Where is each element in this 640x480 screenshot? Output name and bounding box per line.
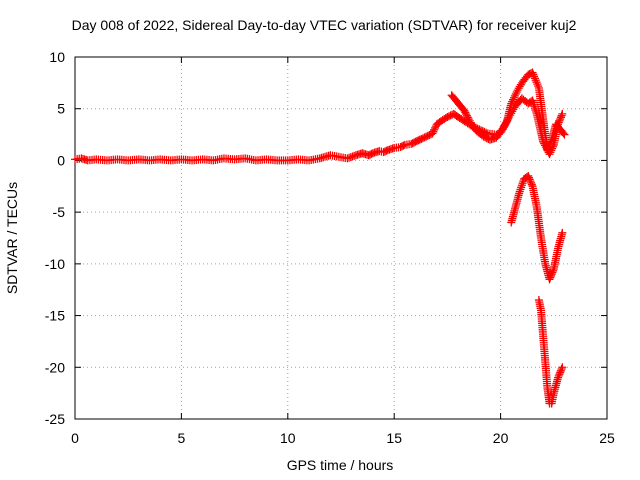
y-tick-label: -25	[45, 411, 65, 427]
data-point	[503, 116, 512, 125]
y-tick-label: -15	[45, 308, 65, 324]
data-point	[548, 142, 557, 151]
data-point	[501, 120, 510, 129]
data-point	[463, 113, 472, 122]
chart-title: Day 008 of 2022, Sidereal Day-to-day VTE…	[72, 17, 577, 33]
data-point	[546, 271, 555, 280]
data-point	[556, 115, 565, 124]
data-point	[429, 127, 438, 136]
data-point	[515, 187, 524, 196]
data-point	[428, 129, 437, 138]
data-point	[509, 95, 518, 104]
data-point	[546, 148, 555, 157]
data-point	[517, 183, 526, 192]
data-point	[548, 268, 557, 277]
y-tick-label: -10	[45, 256, 65, 272]
data-point	[530, 74, 539, 83]
y-tick-label: -5	[53, 204, 66, 220]
data-point	[554, 118, 563, 127]
data-point	[527, 180, 536, 189]
data-point	[532, 78, 541, 87]
data-point	[517, 181, 526, 190]
data-point	[546, 273, 555, 282]
data-point	[504, 114, 513, 123]
data-points	[71, 68, 569, 408]
data-point	[539, 137, 548, 146]
data-point	[558, 109, 567, 118]
data-point	[512, 88, 521, 97]
data-point	[554, 120, 563, 129]
x-axis-label: GPS time / hours	[287, 457, 394, 473]
y-tick-label: -20	[45, 359, 65, 375]
data-point	[548, 144, 557, 153]
data-point	[540, 139, 549, 148]
plot-frame	[74, 56, 608, 420]
data-point	[531, 76, 540, 85]
data-point	[529, 70, 538, 79]
grid	[75, 57, 607, 419]
x-tick-label: 5	[178, 430, 186, 446]
data-point	[527, 178, 536, 187]
data-point	[516, 185, 525, 194]
data-point	[500, 121, 509, 130]
data-point	[547, 146, 556, 155]
data-point	[545, 275, 554, 284]
data-point	[524, 173, 533, 182]
data-point	[555, 116, 564, 125]
data-point	[499, 123, 508, 132]
data-point	[511, 89, 520, 98]
y-axis-label: SDTVAR / TECUs	[4, 182, 20, 294]
data-point	[526, 177, 535, 186]
data-point	[557, 111, 566, 120]
data-point	[530, 72, 539, 81]
axis-ticks: 0 5 10 15 20 25 10 5 0 -5 -10 -15 -20 -25	[45, 49, 615, 446]
data-point	[399, 141, 408, 150]
data-point	[554, 373, 563, 382]
data-point	[545, 150, 554, 159]
data-point	[509, 93, 518, 102]
data-point	[524, 171, 533, 180]
data-point	[540, 141, 549, 150]
data-point	[547, 270, 556, 279]
x-tick-label: 10	[280, 430, 296, 446]
data-point	[557, 365, 566, 374]
data-point	[556, 366, 565, 375]
data-point	[541, 143, 550, 152]
data-point	[555, 370, 564, 379]
data-point	[525, 175, 534, 184]
data-point	[560, 130, 569, 139]
y-tick-label: 10	[49, 49, 65, 65]
data-point	[549, 266, 558, 275]
x-tick-label: 0	[71, 430, 79, 446]
data-point	[510, 91, 519, 100]
data-point	[558, 363, 567, 372]
data-point	[534, 82, 543, 91]
data-point	[556, 113, 565, 122]
data-point	[533, 80, 542, 89]
data-point	[502, 118, 511, 127]
y-tick-label: 0	[57, 152, 65, 168]
data-point	[559, 129, 568, 138]
data-point	[498, 125, 507, 134]
data-point	[554, 371, 563, 380]
data-point	[430, 125, 439, 134]
x-tick-label: 20	[493, 430, 509, 446]
data-point	[528, 68, 537, 77]
data-point	[556, 368, 565, 377]
data-point	[431, 123, 440, 132]
y-tick-label: 5	[57, 101, 65, 117]
x-tick-label: 15	[386, 430, 402, 446]
data-point	[558, 228, 567, 237]
x-tick-label: 25	[599, 430, 615, 446]
data-point	[508, 97, 517, 106]
